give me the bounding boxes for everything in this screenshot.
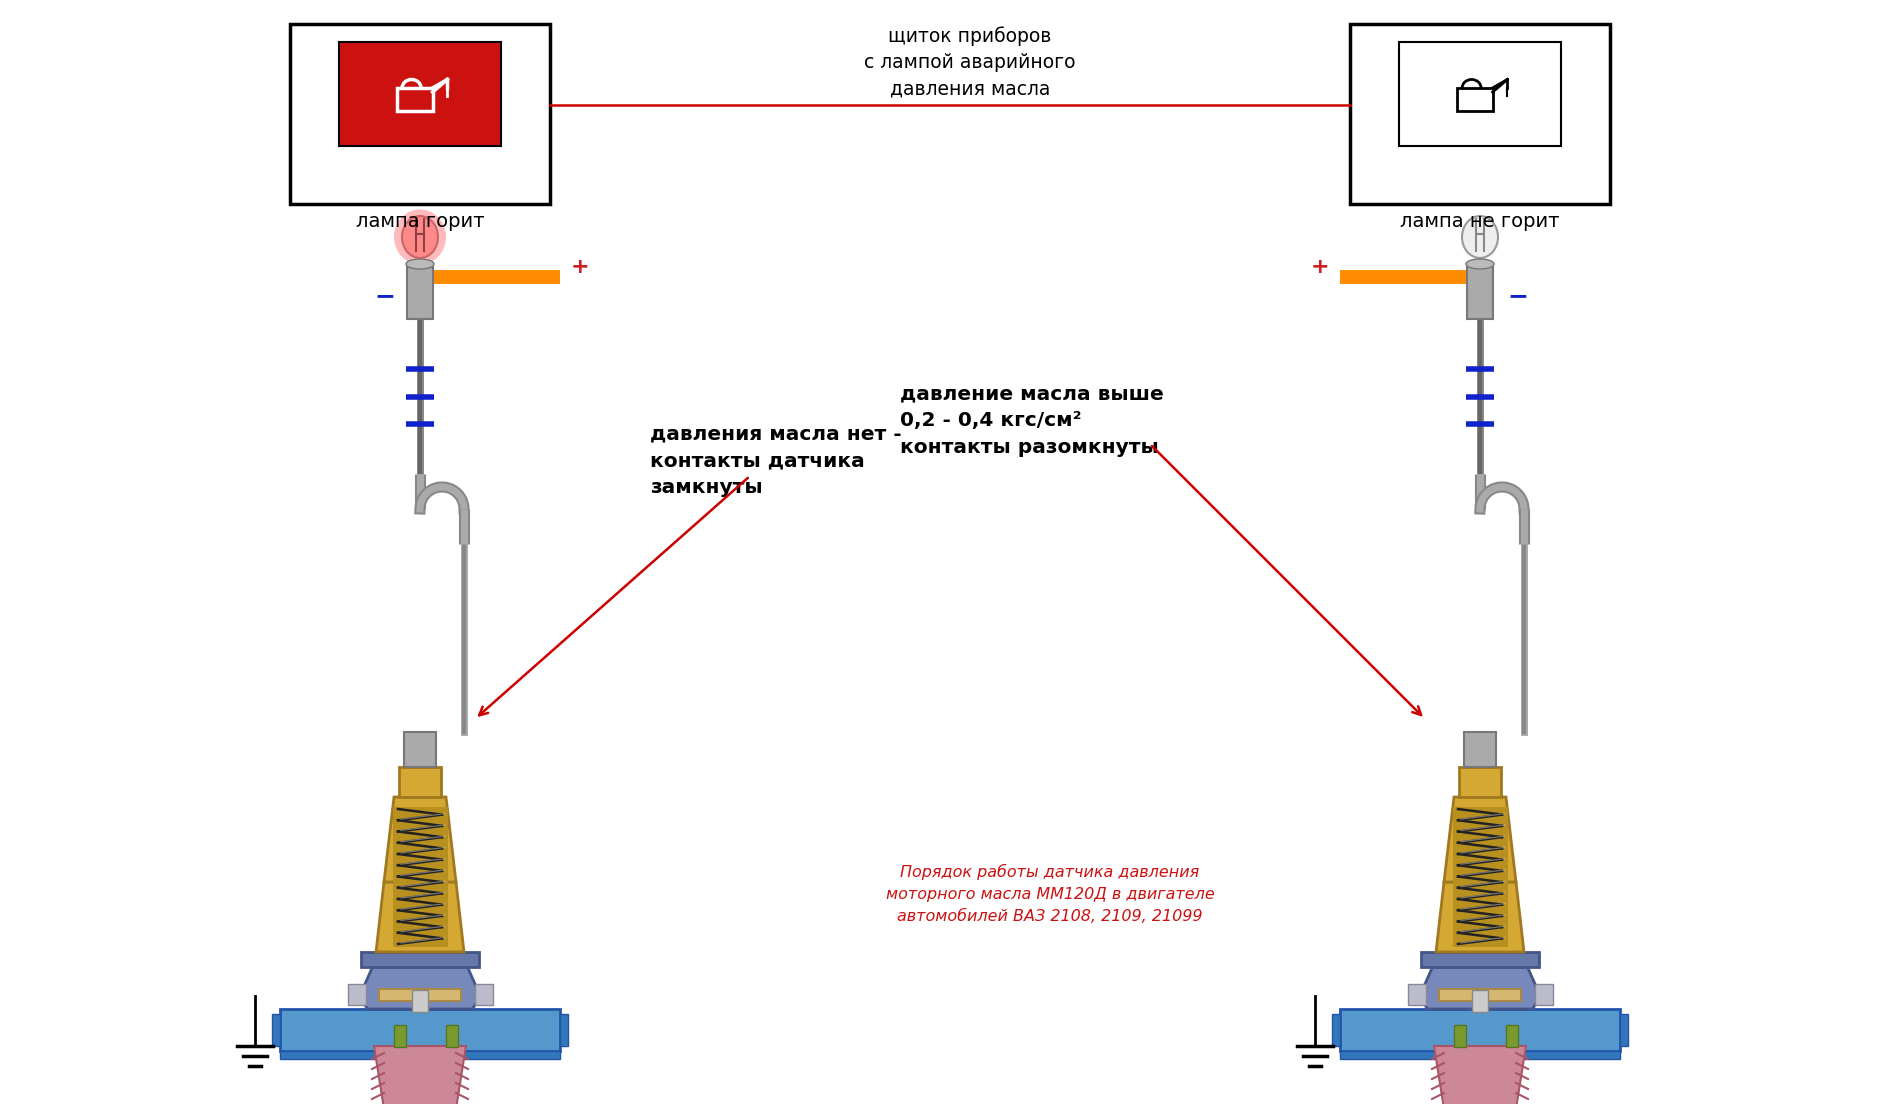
Text: +: +	[1311, 257, 1330, 277]
Ellipse shape	[1467, 259, 1493, 269]
Bar	[1472, 990, 1488, 1012]
Bar	[1421, 952, 1539, 967]
Bar	[560, 1013, 568, 1045]
Bar	[279, 1009, 560, 1051]
Bar	[405, 732, 435, 767]
Text: +: +	[570, 257, 589, 277]
Bar	[1438, 989, 1522, 1001]
Text: давление масла выше
0,2 - 0,4 кгс/см²
контакты разомкнуты: давление масла выше 0,2 - 0,4 кгс/см² ко…	[901, 384, 1163, 457]
Ellipse shape	[1461, 216, 1497, 258]
Bar	[446, 1025, 458, 1047]
Ellipse shape	[403, 216, 439, 258]
Bar	[399, 767, 441, 797]
Bar	[1465, 732, 1495, 767]
Bar	[1332, 1013, 1339, 1045]
Ellipse shape	[407, 259, 433, 269]
Bar	[412, 990, 428, 1012]
Bar	[279, 1051, 560, 1059]
Text: −: −	[374, 284, 395, 308]
Text: Порядок работы датчика давления
моторного масла ММ120Д в двигателе
автомобилей В: Порядок работы датчика давления моторног…	[885, 864, 1214, 924]
Polygon shape	[1419, 967, 1541, 1009]
Polygon shape	[1444, 797, 1516, 882]
Bar	[1351, 24, 1609, 204]
Text: лампа не горит: лампа не горит	[1400, 212, 1560, 231]
Bar	[1340, 1051, 1621, 1059]
Bar	[1621, 1013, 1628, 1045]
Bar	[1459, 767, 1501, 797]
Polygon shape	[376, 882, 464, 952]
Text: щиток приборов
с лампой аварийного
давления масла: щиток приборов с лампой аварийного давле…	[864, 26, 1075, 98]
Bar	[407, 264, 433, 319]
Polygon shape	[359, 967, 481, 1009]
Text: −: −	[1507, 284, 1528, 308]
Polygon shape	[374, 1045, 466, 1104]
Text: давления масла нет -
контакты датчика
замкнуты: давления масла нет - контакты датчика за…	[650, 424, 902, 498]
Bar	[1408, 984, 1425, 1005]
Text: лампа горит: лампа горит	[355, 212, 484, 231]
Bar	[1340, 1009, 1621, 1051]
Bar	[1535, 984, 1552, 1005]
Polygon shape	[1436, 882, 1524, 952]
Bar	[393, 1025, 407, 1047]
Polygon shape	[384, 797, 456, 882]
Bar	[1400, 42, 1560, 147]
Bar	[272, 1013, 279, 1045]
Bar	[1467, 264, 1493, 319]
Bar	[1452, 807, 1507, 947]
Bar	[378, 989, 462, 1001]
Ellipse shape	[393, 210, 446, 265]
Polygon shape	[1434, 1045, 1526, 1104]
Bar	[291, 24, 549, 204]
Bar	[361, 952, 479, 967]
Bar	[1507, 1025, 1518, 1047]
Bar	[340, 42, 500, 147]
Bar	[1454, 1025, 1467, 1047]
Bar	[348, 984, 365, 1005]
Bar	[393, 807, 448, 947]
Bar	[475, 984, 492, 1005]
